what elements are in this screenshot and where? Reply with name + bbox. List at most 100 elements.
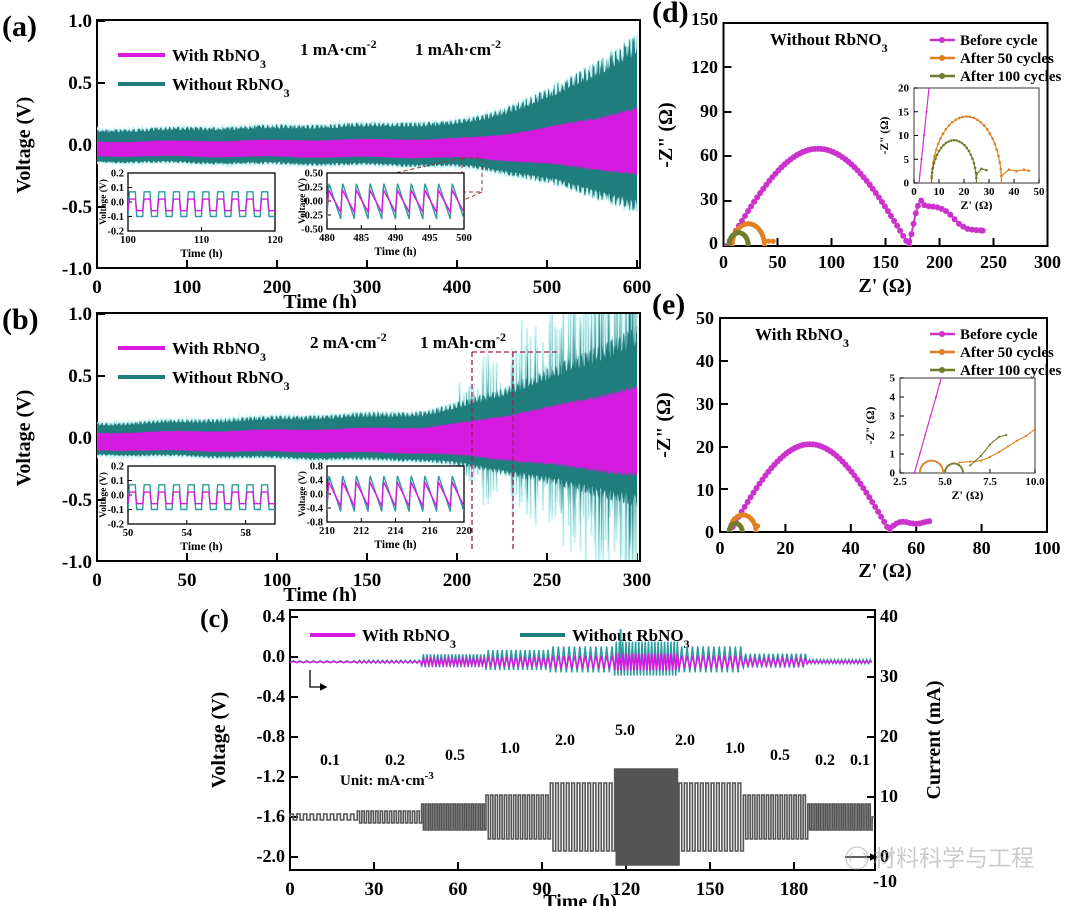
svg-text:0: 0 xyxy=(904,178,910,190)
svg-text:20: 20 xyxy=(696,437,714,457)
svg-text:50: 50 xyxy=(178,570,197,591)
svg-text:-0.1: -0.1 xyxy=(107,212,124,223)
svg-text:Voltage (V): Voltage (V) xyxy=(297,178,308,224)
svg-text:50: 50 xyxy=(696,308,714,328)
svg-text:10: 10 xyxy=(898,130,910,142)
svg-text:1.0: 1.0 xyxy=(500,740,520,757)
svg-text:0.0: 0.0 xyxy=(263,646,286,666)
svg-text:0.5: 0.5 xyxy=(68,73,92,94)
svg-text:Z' (Ω): Z' (Ω) xyxy=(952,488,984,502)
svg-text:0.0: 0.0 xyxy=(68,428,92,449)
svg-text:30: 30 xyxy=(700,189,718,209)
svg-text:-1.6: -1.6 xyxy=(257,806,286,826)
svg-text:10: 10 xyxy=(696,480,714,500)
svg-text:Without RbNO3: Without RbNO3 xyxy=(770,30,888,55)
svg-text:200: 200 xyxy=(443,570,472,591)
svg-text:-1.0: -1.0 xyxy=(62,259,92,280)
svg-text:150: 150 xyxy=(691,9,718,29)
svg-text:Z' (Ω): Z' (Ω) xyxy=(858,560,911,582)
svg-text:110: 110 xyxy=(194,235,209,246)
svg-text:Unit: mA·cm-3: Unit: mA·cm-3 xyxy=(340,770,434,789)
svg-text:60: 60 xyxy=(907,538,925,558)
svg-text:0.50: 0.50 xyxy=(305,169,323,180)
svg-text:-Z" (Ω): -Z" (Ω) xyxy=(655,102,677,167)
svg-text:(a): (a) xyxy=(2,10,37,43)
svg-text:0.2: 0.2 xyxy=(385,752,405,769)
svg-text:1.0: 1.0 xyxy=(68,304,92,325)
svg-text:490: 490 xyxy=(388,233,404,244)
svg-text:-Z" (Ω): -Z" (Ω) xyxy=(865,407,877,445)
svg-text:300: 300 xyxy=(623,570,652,591)
svg-text:0.1: 0.1 xyxy=(850,752,870,769)
svg-text:Time (h): Time (h) xyxy=(180,248,222,260)
svg-text:-Z" (Ω): -Z" (Ω) xyxy=(653,392,675,457)
svg-text:0.2: 0.2 xyxy=(111,462,124,473)
svg-text:0.1: 0.1 xyxy=(111,183,124,194)
svg-text:500: 500 xyxy=(533,277,562,298)
svg-text:1 mAh·cm-2: 1 mAh·cm-2 xyxy=(420,330,506,352)
svg-text:0.0: 0.0 xyxy=(310,490,323,501)
svg-text:100: 100 xyxy=(1034,538,1061,558)
svg-text:50: 50 xyxy=(123,528,134,539)
svg-text:20: 20 xyxy=(898,83,910,95)
svg-text:0.4: 0.4 xyxy=(310,476,324,487)
svg-text:3: 3 xyxy=(890,411,896,423)
svg-text:0.5: 0.5 xyxy=(445,747,465,764)
svg-text:0: 0 xyxy=(709,233,718,253)
svg-text:0.0: 0.0 xyxy=(111,491,124,502)
svg-text:2.0: 2.0 xyxy=(555,732,575,749)
svg-text:100: 100 xyxy=(120,235,136,246)
svg-text:60: 60 xyxy=(449,879,468,900)
svg-text:80: 80 xyxy=(973,538,991,558)
svg-text:40: 40 xyxy=(842,538,860,558)
svg-text:Time (h): Time (h) xyxy=(374,246,416,258)
svg-text:20: 20 xyxy=(776,538,794,558)
svg-text:0: 0 xyxy=(285,879,295,900)
svg-text:Voltage (V): Voltage (V) xyxy=(13,390,35,486)
svg-text:2.5: 2.5 xyxy=(893,476,907,488)
svg-text:With RbNO3: With RbNO3 xyxy=(172,46,266,71)
svg-text:Voltage (V): Voltage (V) xyxy=(297,471,308,517)
svg-text:214: 214 xyxy=(388,526,405,537)
svg-text:20: 20 xyxy=(880,726,898,746)
svg-text:485: 485 xyxy=(353,233,369,244)
svg-text:0.0: 0.0 xyxy=(111,198,124,209)
svg-text:-0.1: -0.1 xyxy=(107,505,124,516)
svg-text:0: 0 xyxy=(92,277,102,298)
svg-text:Voltage (V): Voltage (V) xyxy=(98,472,109,518)
svg-text:With RbNO3: With RbNO3 xyxy=(362,626,456,651)
svg-text:-0.8: -0.8 xyxy=(257,726,286,746)
svg-text:-0.4: -0.4 xyxy=(257,686,286,706)
svg-text:2 mA·cm-2: 2 mA·cm-2 xyxy=(310,330,387,352)
svg-text:10: 10 xyxy=(880,786,898,806)
svg-text:54: 54 xyxy=(182,528,193,539)
svg-text:(b): (b) xyxy=(2,303,39,336)
svg-text:0.4: 0.4 xyxy=(263,606,286,626)
svg-text:50: 50 xyxy=(1034,186,1046,198)
svg-text:300: 300 xyxy=(353,277,382,298)
svg-text:495: 495 xyxy=(422,233,438,244)
svg-text:40: 40 xyxy=(1009,186,1021,198)
svg-text:90: 90 xyxy=(700,101,718,121)
svg-text:0: 0 xyxy=(911,186,917,198)
svg-text:1 mA·cm-2: 1 mA·cm-2 xyxy=(300,37,377,59)
svg-text:0.2: 0.2 xyxy=(815,752,835,769)
svg-text:5.0: 5.0 xyxy=(938,476,952,488)
svg-text:Time (h): Time (h) xyxy=(374,539,416,551)
svg-text:220: 220 xyxy=(456,526,472,537)
svg-text:2: 2 xyxy=(890,430,896,442)
svg-text:0.1: 0.1 xyxy=(111,476,124,487)
svg-text:5: 5 xyxy=(904,154,910,166)
svg-text:10: 10 xyxy=(934,186,946,198)
svg-text:15: 15 xyxy=(898,106,910,118)
svg-text:Time (h): Time (h) xyxy=(543,891,617,906)
svg-text:150: 150 xyxy=(872,252,899,272)
svg-text:40: 40 xyxy=(696,351,714,371)
svg-text:300: 300 xyxy=(1034,252,1061,272)
svg-text:(d): (d) xyxy=(652,0,689,29)
svg-text:After 50 cycles: After 50 cycles xyxy=(960,51,1054,67)
svg-text:Before cycle: Before cycle xyxy=(960,327,1038,343)
svg-text:100: 100 xyxy=(818,252,845,272)
svg-text:20: 20 xyxy=(959,186,971,198)
svg-text:1: 1 xyxy=(890,449,896,461)
